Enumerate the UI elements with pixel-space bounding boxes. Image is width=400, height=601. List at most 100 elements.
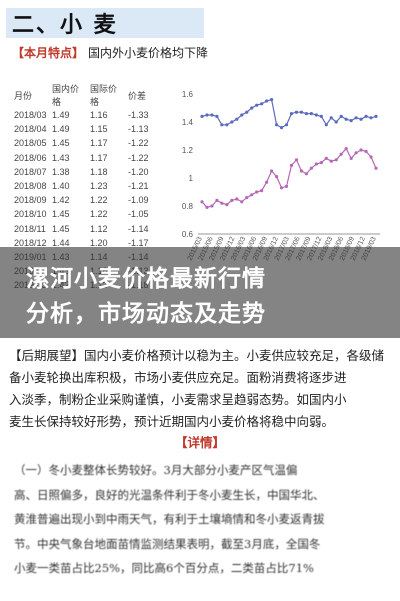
detail-paragraph: （一）冬小麦整体长势较好。3月大部分小麦产区气温偏 高、日照偏多，良好的光温条件… [14,458,394,581]
data-point [344,117,348,121]
feature-tag: 【本月特点】 [12,46,85,60]
feature-row: 【本月特点】 国内外小麦价格均下降 [12,44,208,61]
data-point [289,112,294,116]
headline-line-2: 分析，市场动态及走势 [26,301,266,327]
data-point [319,114,323,118]
data-point [274,175,279,179]
data-point [220,201,224,205]
data-point [294,158,299,162]
table-cell: 1.16 [90,110,108,121]
data-point [309,166,313,170]
table-header-row: 月份 国内价格 国际价格 价差 [10,82,162,108]
data-point [299,110,304,114]
table-row: 2018/10 1.45 1.22 -1.05 [10,207,162,221]
y-tick-label: 1.2 [182,146,194,155]
y-tick-label: 1 [189,174,194,183]
data-point [289,163,294,167]
table-row: 2018/11 1.45 1.12 -1.14 [10,222,162,236]
data-point [359,117,363,121]
data-point [344,147,348,151]
table-cell: 2018/11 [14,223,46,234]
data-point [294,110,299,114]
data-point [245,110,249,114]
data-point [369,116,373,120]
data-point [334,120,338,124]
outlook-line: 入淡季，制粉企业采购谨慎，小麦需求呈趋弱态势。如国内小 [9,392,347,407]
data-point [265,180,269,184]
table-header-cell: 月份 [14,90,33,101]
feature-description: 国内外小麦价格均下降 [88,46,209,60]
detail-line: （一）冬小麦整体长势较好。3月大部分小麦产区气温偏 [14,463,298,477]
data-point [215,114,219,118]
y-tick-label: 0.8 [182,202,194,211]
table-cell: 1.17 [90,152,108,163]
detail-line: 黄淮普遍出现小到中雨天气，有利于土壤墒情和冬小麦返青拔 [14,512,325,526]
table-cell: 1.40 [52,181,70,192]
table-cell: 1.45 [52,223,70,234]
headline-overlay [0,247,400,338]
table-cell: -1.09 [128,195,149,206]
table-cell: 2018/10 [14,209,47,220]
data-point [250,106,254,110]
data-point [334,158,338,162]
headline-line-1: 漯河小麦价格最新行情 [26,266,266,292]
table-cell: -1.22 [128,138,149,149]
data-point [270,169,274,173]
detail-line: 节。中央气象台地面苗情监测结果表明，截至3月底，全国冬 [14,536,321,551]
table-cell: 2018/06 [14,152,47,163]
data-point [279,126,284,130]
data-point [210,113,214,117]
y-tick-label: 0.6 [182,230,194,239]
table-cell: 1.23 [90,181,108,192]
table-cell: 1.42 [52,195,70,206]
data-point [245,196,249,200]
data-point [369,155,373,159]
table-cell: -1.20 [128,166,149,177]
data-point [240,200,244,204]
table-cell: 1.12 [90,223,108,234]
section-title: 二、小 麦 [6,8,204,38]
table-row: 2018/05 1.45 1.17 -1.22 [10,136,162,150]
outlook-paragraph: 【后期展望】国内小麦价格预计以稳为主。小麦供应较充足，各级储 备小麦轮换出库积极… [9,345,394,433]
data-point [260,189,264,193]
outlook-line: 备小麦轮换出库积极，市场小麦供应充足。面粉消费将逐步进 [9,370,347,385]
table-cell: -1.22 [128,152,149,163]
data-point [215,198,219,202]
table-cell: 1.49 [52,124,70,135]
table-row: 2018/12 1.44 1.20 -1.17 [10,236,162,250]
data-point [354,116,358,120]
table-row: 2018/06 1.43 1.17 -1.22 [10,151,162,165]
table-cell: 2018/09 [14,195,47,206]
detail-line: 小麦一类苗占比25%，同比高6个百分点，二类苗占比71% [14,561,314,575]
data-point [324,156,328,160]
data-point [329,116,333,120]
table-cell: 1.22 [90,195,108,206]
detail-line: 高、日照偏多，良好的光温条件利于冬小麦生长，中国华北、 [14,487,325,502]
data-point [260,102,264,106]
table-cell: 1.17 [90,138,108,149]
table-row: 2018/07 1.38 1.18 -1.20 [10,165,162,179]
table-cell: 2018/04 [14,124,47,135]
data-point [354,151,358,155]
data-point [265,99,269,103]
table-cell: 1.20 [90,237,108,248]
data-point [319,161,323,165]
table-row: 2018/09 1.42 1.22 -1.09 [10,193,162,207]
data-point [314,113,318,117]
table-header-cell: 价差 [128,90,147,101]
table-row: 2018/08 1.40 1.23 -1.21 [10,179,162,193]
data-point [200,200,204,204]
table-header-cell: 国际价格 [90,84,118,107]
data-point [339,152,343,156]
data-point [235,117,239,121]
table-cell: 1.22 [90,209,108,220]
data-point [349,156,353,160]
table-cell: -1.05 [128,209,149,220]
table-cell: 1.43 [52,152,70,163]
table-cell: 1.44 [52,237,70,248]
data-point [230,198,234,202]
table-cell: 2018/07 [14,166,47,177]
data-point [284,184,289,188]
table-row: 2018/04 1.49 1.15 -1.13 [10,122,162,136]
table-cell: -1.17 [128,237,149,248]
